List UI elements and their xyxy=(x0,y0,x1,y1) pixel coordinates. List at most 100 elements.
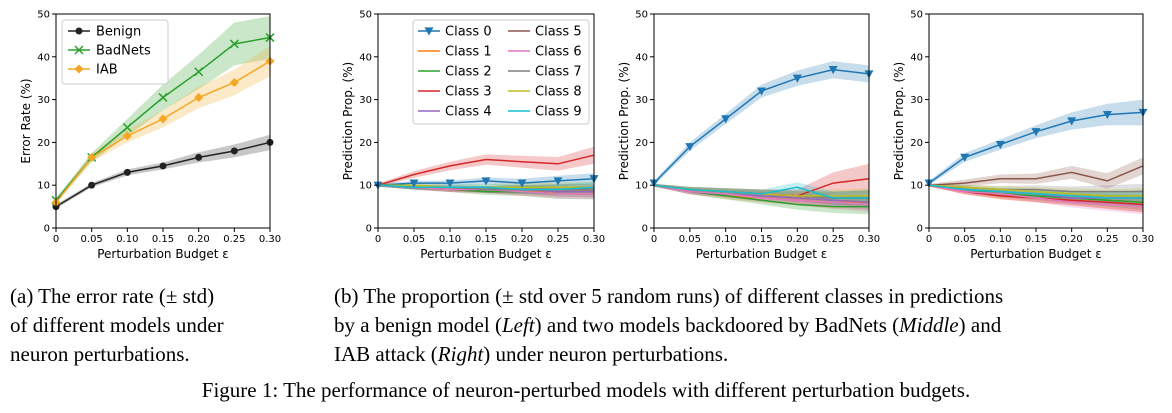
data-point xyxy=(481,177,491,186)
data-point xyxy=(229,77,239,87)
data-point xyxy=(1102,110,1112,120)
y-tick-label: 50 xyxy=(635,10,648,21)
caption-b-right: Right xyxy=(437,342,484,366)
x-tick-label: 0.20 xyxy=(786,234,808,245)
data-point xyxy=(792,74,802,83)
x-tick-label: 0.30 xyxy=(259,234,281,245)
x-tick-label: 0.05 xyxy=(403,234,425,245)
caption-b: (b) The proportion (± std over 5 random … xyxy=(334,282,1164,369)
y-axis-label: Prediction Prop. (%) xyxy=(617,62,631,180)
x-marker xyxy=(74,45,84,55)
caption-a-line-3: neuron perturbations. xyxy=(10,342,190,366)
series-line xyxy=(653,184,869,199)
x-tick-label: 0.20 xyxy=(511,234,533,245)
data-point xyxy=(123,168,131,176)
legend-label: BadNets xyxy=(96,44,151,59)
legend-label: Class 0 xyxy=(445,25,492,40)
data-point xyxy=(230,147,238,155)
legend-label: Benign xyxy=(96,25,141,40)
data-point xyxy=(553,177,563,186)
data-point xyxy=(995,140,1005,150)
x-axis-label: Perturbation Budget ε xyxy=(420,247,552,261)
legend-label: Class 2 xyxy=(445,65,492,80)
y-tick-label: 50 xyxy=(37,10,50,21)
data-point xyxy=(158,114,168,124)
series-line xyxy=(928,184,1143,199)
data-point xyxy=(194,92,204,102)
legend-label: Class 8 xyxy=(535,85,582,100)
x-tick-label: 0.20 xyxy=(188,234,210,245)
y-tick-label: 20 xyxy=(37,138,50,149)
std-band xyxy=(654,61,869,186)
x-axis-label: Perturbation Budget ε xyxy=(970,247,1102,261)
caption-b-middle: Middle xyxy=(899,313,959,337)
x-tick-label: 0.05 xyxy=(81,234,103,245)
x-tick-label: 0.10 xyxy=(439,234,461,245)
diamond-marker xyxy=(74,64,84,74)
y-tick-label: 40 xyxy=(37,52,50,63)
chart-panel-3: 0 0.05 0.10 0.15 0.20 0.25 0.30 0 10 20 30 40 50 Pert… xyxy=(617,10,880,262)
x-tick-label: 0.25 xyxy=(822,234,844,245)
caption-b-text: ) under neuron perturbations. xyxy=(483,342,729,366)
caption-b-text: ) and xyxy=(958,313,1002,337)
x-tick-label: 0 xyxy=(375,234,381,245)
x-tick-label: 0.05 xyxy=(954,234,976,245)
legend-box xyxy=(412,19,590,125)
data-point xyxy=(409,179,419,188)
x-tick-label: 0.30 xyxy=(583,234,605,245)
chart-panel-1: 0 0.05 0.10 0.15 0.20 0.25 0.30 0 10 20 30 40 50 Pert… xyxy=(19,10,281,262)
data-point xyxy=(87,152,97,162)
x-tick-label: 0.25 xyxy=(223,234,245,245)
data-point xyxy=(195,153,203,161)
std-band xyxy=(929,99,1143,186)
figure-canvas: 0 0.05 0.10 0.15 0.20 0.25 0.30 0 10 20 30 40 50 Pert… xyxy=(19,10,1154,262)
data-point xyxy=(517,179,527,188)
std-band xyxy=(56,134,270,209)
caption-a: (a) The error rate (± std) of different … xyxy=(10,282,310,369)
data-point xyxy=(445,179,455,188)
legend-label: Class 3 xyxy=(445,85,492,100)
y-tick-label: 50 xyxy=(359,10,372,21)
x-tick-label: 0.15 xyxy=(750,234,772,245)
caption-b-text: IAB attack ( xyxy=(334,342,438,366)
circle-marker xyxy=(75,27,83,35)
x-tick-label: 0 xyxy=(651,234,657,245)
caption-a-line-2: of different models under xyxy=(10,313,224,337)
data-point xyxy=(1067,117,1077,126)
legend: Class 0 Class 1 Class 2 Class 3 Class 4 Class… xyxy=(412,19,590,125)
legend-label: IAB xyxy=(96,63,118,78)
caption-b-line-1: (b) The proportion (± std over 5 random … xyxy=(334,284,1004,308)
x-tick-label: 0.15 xyxy=(475,234,497,245)
x-tick-label: 0.20 xyxy=(1061,234,1083,245)
data-point xyxy=(757,87,766,96)
x-tick-label: 0.25 xyxy=(547,234,569,245)
std-band xyxy=(378,146,594,187)
y-tick-label: 10 xyxy=(37,181,50,192)
y-tick-label: 40 xyxy=(635,52,648,63)
legend-label: Class 7 xyxy=(535,65,582,80)
x-tick-label: 0 xyxy=(53,234,59,245)
data-point xyxy=(685,143,695,152)
y-tick-label: 30 xyxy=(359,95,372,106)
x-tick-label: 0.15 xyxy=(1025,234,1047,245)
series-line xyxy=(928,165,1144,186)
chart-panel-2: 0 0.05 0.10 0.15 0.20 0.25 0.30 0 10 20 30 40 50 Pert… xyxy=(341,10,605,262)
y-tick-label: 10 xyxy=(910,181,923,192)
data-point xyxy=(960,153,970,162)
x-tick-label: 0.10 xyxy=(989,234,1011,245)
y-tick-label: 10 xyxy=(359,181,372,192)
y-tick-label: 20 xyxy=(359,138,372,149)
std-band xyxy=(654,183,869,210)
triangle-marker xyxy=(424,27,434,36)
y-tick-label: 30 xyxy=(37,95,50,106)
data-point xyxy=(194,67,204,77)
caption-b-text: by a benign model ( xyxy=(334,313,502,337)
x-axis-label: Perturbation Budget ε xyxy=(97,247,229,261)
x-tick-label: 0.10 xyxy=(116,234,138,245)
y-tick-label: 40 xyxy=(359,52,372,63)
x-tick-label: 0.25 xyxy=(1096,234,1118,245)
y-tick-label: 50 xyxy=(910,10,923,21)
x-tick-label: 0 xyxy=(926,234,932,245)
series-line xyxy=(653,184,870,206)
y-tick-label: 0 xyxy=(642,224,648,235)
